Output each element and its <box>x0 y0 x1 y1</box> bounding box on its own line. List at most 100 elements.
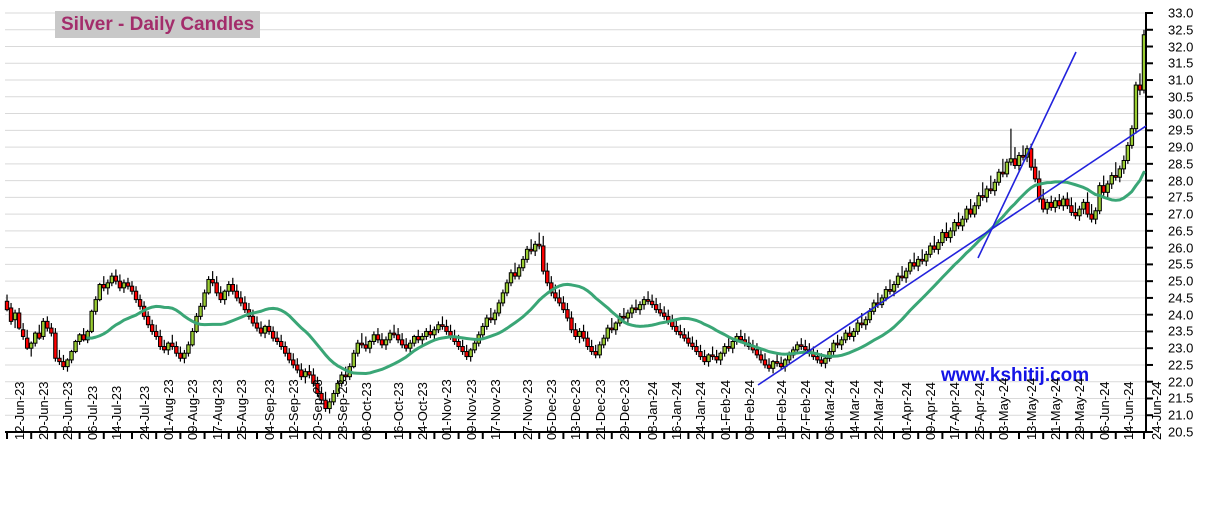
candle-body <box>145 315 151 326</box>
x-axis-label: 14-Mar-24 <box>846 380 862 440</box>
candle-body <box>637 304 643 311</box>
y-axis-label: 26.0 <box>1168 240 1194 256</box>
candle-body <box>73 340 78 353</box>
candle-body <box>432 329 437 336</box>
candle-body <box>633 307 639 311</box>
candle-body <box>1012 158 1018 167</box>
x-axis-label: 19-Feb-24 <box>774 380 790 440</box>
x-axis-label: 09-Feb-24 <box>741 380 757 440</box>
candle-body <box>351 352 356 368</box>
y-axis-label: 28.0 <box>1168 173 1194 189</box>
y-axis-label: 25.0 <box>1168 273 1194 289</box>
candle-body <box>57 357 62 363</box>
candle-body <box>649 300 655 306</box>
candle-body <box>674 325 679 332</box>
candle-body <box>367 340 373 349</box>
candle-body <box>149 324 155 332</box>
candle-body <box>210 278 215 284</box>
x-axis-label: 05-Dec-23 <box>544 379 560 440</box>
candle-body <box>339 374 344 384</box>
candle-body <box>557 297 562 304</box>
candle-body <box>37 332 42 339</box>
candle-body <box>597 344 602 356</box>
candle-body <box>335 382 340 394</box>
candle-body <box>254 322 260 329</box>
candle-body <box>799 344 804 348</box>
candle-body <box>258 327 264 334</box>
candle-body <box>916 258 921 267</box>
candle-body <box>343 374 348 378</box>
candle-body <box>85 330 90 341</box>
candle-body <box>371 334 377 342</box>
x-axis-label: 27-Feb-24 <box>798 380 814 440</box>
candle-body <box>706 354 711 363</box>
candle-body <box>899 275 905 279</box>
candle-body <box>436 324 441 331</box>
candle-body <box>1073 211 1078 217</box>
y-axis-label: 30.0 <box>1168 106 1194 122</box>
candle-body <box>851 330 856 337</box>
candle-body <box>702 356 707 363</box>
x-axis-label: 17-Aug-23 <box>209 379 225 440</box>
candle-body <box>307 371 312 376</box>
candle-body <box>968 208 973 215</box>
candle-body <box>250 315 256 324</box>
x-axis-label: 16-Oct-23 <box>391 382 406 440</box>
candle-body <box>1032 166 1038 180</box>
candle-body <box>266 325 272 332</box>
candle-body <box>283 346 288 354</box>
candle-body <box>682 334 687 339</box>
candle-body <box>589 346 594 353</box>
candle-body <box>170 342 175 348</box>
candle-body <box>936 242 941 250</box>
candle-body <box>29 342 34 349</box>
candle-body <box>1093 210 1098 220</box>
candle-body <box>883 289 889 299</box>
candle-body <box>218 292 223 301</box>
candle-body <box>186 344 191 354</box>
y-axis-label: 32.0 <box>1168 39 1194 55</box>
candle-body <box>621 315 627 319</box>
candle-body <box>678 330 683 336</box>
candle-body <box>1045 201 1050 210</box>
candle-body <box>440 324 445 327</box>
candle-body <box>278 340 284 348</box>
x-axis-label: 13-Dec-23 <box>568 379 584 440</box>
candle-body <box>762 359 768 366</box>
candle-body <box>512 272 518 277</box>
candle-body <box>1081 201 1086 210</box>
candle-body <box>855 322 860 332</box>
y-axis-label: 24.0 <box>1168 307 1194 323</box>
candle-body <box>238 297 244 304</box>
x-axis-label: 16-Jan-24 <box>669 381 685 440</box>
candle-body <box>786 354 792 361</box>
candle-body <box>774 361 780 364</box>
candle-body <box>770 361 776 369</box>
candle-body <box>428 330 433 336</box>
candle-body <box>730 340 735 349</box>
x-axis-label: 14-Jul-23 <box>108 385 124 440</box>
candle-body <box>867 310 873 321</box>
candle-body <box>537 243 542 247</box>
gridlines <box>5 12 1146 433</box>
candle-body <box>315 382 320 394</box>
candle-body <box>1113 175 1118 178</box>
candle-body <box>153 330 159 337</box>
y-axis-label: 26.5 <box>1168 223 1194 239</box>
x-axis-label: 24-Jul-23 <box>137 385 152 440</box>
y-axis-label: 23.5 <box>1168 323 1194 339</box>
candle-body <box>403 344 409 349</box>
candle-body <box>653 304 659 311</box>
candle-body <box>460 346 465 353</box>
candle-body <box>299 369 304 378</box>
candle-body <box>1028 148 1034 168</box>
candle-body <box>391 332 397 336</box>
candle-body <box>964 208 969 220</box>
candle-body <box>754 349 760 356</box>
x-axis-label: 06-Jun-24 <box>1096 381 1112 440</box>
x-axis-label: 06-Oct-23 <box>358 382 374 440</box>
candle-body <box>472 342 477 351</box>
candle-body <box>698 351 703 358</box>
candle-body <box>424 330 429 337</box>
